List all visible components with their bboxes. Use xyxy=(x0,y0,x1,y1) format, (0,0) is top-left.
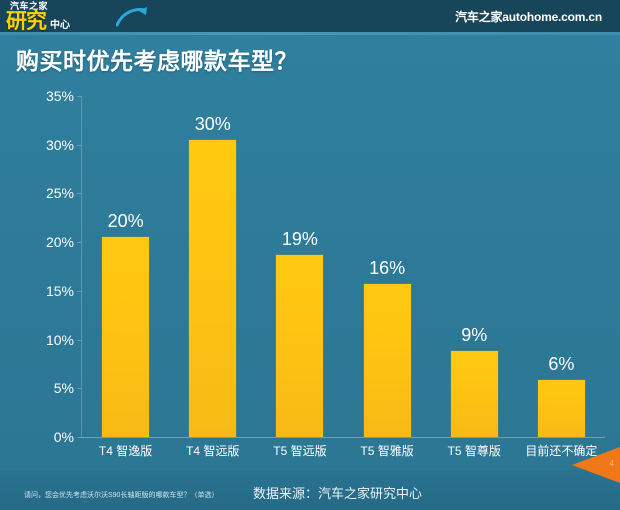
bar xyxy=(102,237,150,437)
y-axis-tick-label: 10% xyxy=(45,331,74,348)
bar-value-label: 9% xyxy=(461,325,488,346)
x-axis-tick-label: 目前还不确定 xyxy=(525,444,598,458)
page-title: 购买时优先考虑哪款车型？ xyxy=(16,48,298,74)
logo-sub-text: 中心 xyxy=(50,20,70,31)
x-axis-tick-label: T4 智远版 xyxy=(186,444,240,458)
x-axis-tick-label: T4 智逸版 xyxy=(98,444,153,458)
x-axis-tick-label: T5 智雅版 xyxy=(360,444,414,458)
header-band xyxy=(0,0,620,32)
x-axis-tick-label: T5 智远版 xyxy=(273,444,327,458)
y-axis-tick-label: 35% xyxy=(45,88,74,104)
y-axis-tick-mark xyxy=(77,242,81,244)
autohome-research-logo: 汽车之家 研究 中心 xyxy=(4,1,154,35)
y-axis-tick-mark xyxy=(77,290,81,292)
survey-question-note: 请问，您会优先考虑沃尔沃S90长轴距版的哪款车型？（单选） xyxy=(24,492,219,499)
bar xyxy=(450,351,498,437)
x-axis-tick-label: T5 智尊版 xyxy=(447,444,501,458)
bar-value-label: 6% xyxy=(548,354,575,375)
x-axis-line xyxy=(81,437,605,438)
y-axis-tick-label: 25% xyxy=(45,185,74,202)
logo-top-text: 汽车之家 xyxy=(10,1,49,11)
bar xyxy=(537,380,585,437)
y-axis-tick-mark xyxy=(77,144,81,146)
arrow-swoosh-icon xyxy=(116,7,147,27)
y-axis-tick-mark xyxy=(77,193,81,195)
corner-marker-label: 4 xyxy=(609,459,614,468)
data-source-label: 数据来源：汽车之家研究中心 xyxy=(253,486,423,501)
y-axis-tick-label: 15% xyxy=(45,282,74,299)
bar xyxy=(189,139,237,437)
footer-strip xyxy=(0,470,620,510)
y-axis-tick-label: 20% xyxy=(45,234,74,251)
y-axis-tick-label: 30% xyxy=(45,136,74,153)
y-axis-tick-mark xyxy=(77,339,81,341)
bar-value-label: 20% xyxy=(107,211,144,232)
header-accent-line xyxy=(0,32,620,35)
y-axis-tick-label: 5% xyxy=(53,380,74,397)
y-axis-tick-mark xyxy=(77,388,81,390)
y-axis-tick-mark xyxy=(77,437,81,438)
y-axis-tick-mark xyxy=(77,96,81,97)
bar-value-label: 30% xyxy=(194,113,231,134)
y-axis-line xyxy=(81,96,82,438)
bar xyxy=(363,284,411,437)
corner-arrow-icon xyxy=(572,447,620,483)
y-axis-tick-label: 0% xyxy=(53,429,74,445)
site-watermark: 汽车之家autohome.com.cn xyxy=(455,10,602,24)
bar-value-label: 16% xyxy=(369,258,406,279)
bar-value-label: 19% xyxy=(281,228,318,249)
logo-main-text: 研究 xyxy=(6,10,47,33)
bar xyxy=(276,254,324,437)
